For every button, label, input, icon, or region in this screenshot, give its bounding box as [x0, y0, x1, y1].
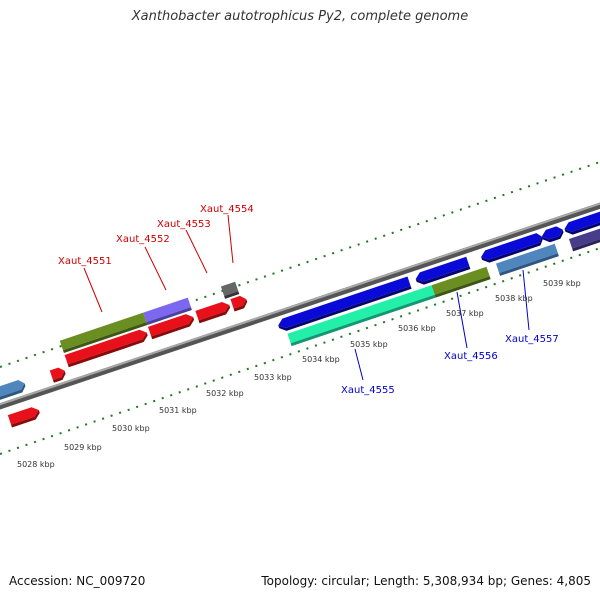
coord-label: 5034 kbp [302, 355, 340, 364]
gene-post-c[interactable] [568, 219, 600, 252]
gene-label-4557: Xaut_4557 [505, 334, 559, 345]
coord-label: 5036 kbp [398, 324, 436, 333]
gene-4556-olive[interactable] [431, 266, 491, 298]
gene-pre-b[interactable] [0, 378, 27, 401]
gene-4555-blue[interactable] [277, 276, 412, 332]
gene-4557-blue[interactable] [479, 232, 544, 265]
coord-label: 5030 kbp [112, 424, 150, 433]
gene-label-4551: Xaut_4551 [58, 256, 112, 267]
gene-4556-blue[interactable] [414, 256, 471, 287]
coord-label: 5033 kbp [254, 373, 292, 382]
coord-label: 5039 kbp [543, 279, 581, 288]
genome-backbone [0, 202, 600, 410]
gene-4551-olive[interactable] [59, 312, 148, 354]
gene-label-4554: Xaut_4554 [200, 204, 254, 215]
gene-label-4555: Xaut_4555 [341, 385, 395, 396]
gene-4553[interactable] [195, 300, 231, 324]
gene-post-b[interactable] [563, 205, 600, 237]
accession-text: Accession: NC_009720 [9, 574, 146, 588]
gene-4552-purple[interactable] [143, 297, 192, 325]
topology-text: Topology: circular; Length: 5,308,934 bp… [261, 574, 591, 588]
coord-label: 5029 kbp [64, 443, 102, 452]
gene-label-4556: Xaut_4556 [444, 351, 498, 362]
gene-4555-teal[interactable] [287, 285, 436, 347]
map-title: Xanthobacter autotrophicus Py2, complete… [131, 9, 469, 24]
gene-4557-steel[interactable] [495, 243, 559, 276]
gene-pre-c[interactable] [49, 366, 67, 383]
coord-label: 5037 kbp [446, 309, 484, 318]
coord-label: 5028 kbp [17, 460, 55, 469]
gene-4554-red[interactable] [230, 294, 248, 312]
coord-label: 5038 kbp [495, 294, 533, 303]
coord-label: 5032 kbp [206, 389, 244, 398]
coord-label: 5035 kbp [350, 340, 388, 349]
label-leaders [83, 214, 530, 381]
coord-label: 5031 kbp [159, 406, 197, 415]
gene-4552-red[interactable] [147, 312, 196, 340]
gene-4554-gray[interactable] [220, 281, 240, 299]
gene-post-a[interactable] [540, 225, 565, 244]
gene-pre-a[interactable] [7, 405, 42, 428]
gene-label-4553: Xaut_4553 [157, 219, 211, 230]
gene-4551-red[interactable] [64, 328, 150, 368]
gene-label-4552: Xaut_4552 [116, 234, 170, 245]
